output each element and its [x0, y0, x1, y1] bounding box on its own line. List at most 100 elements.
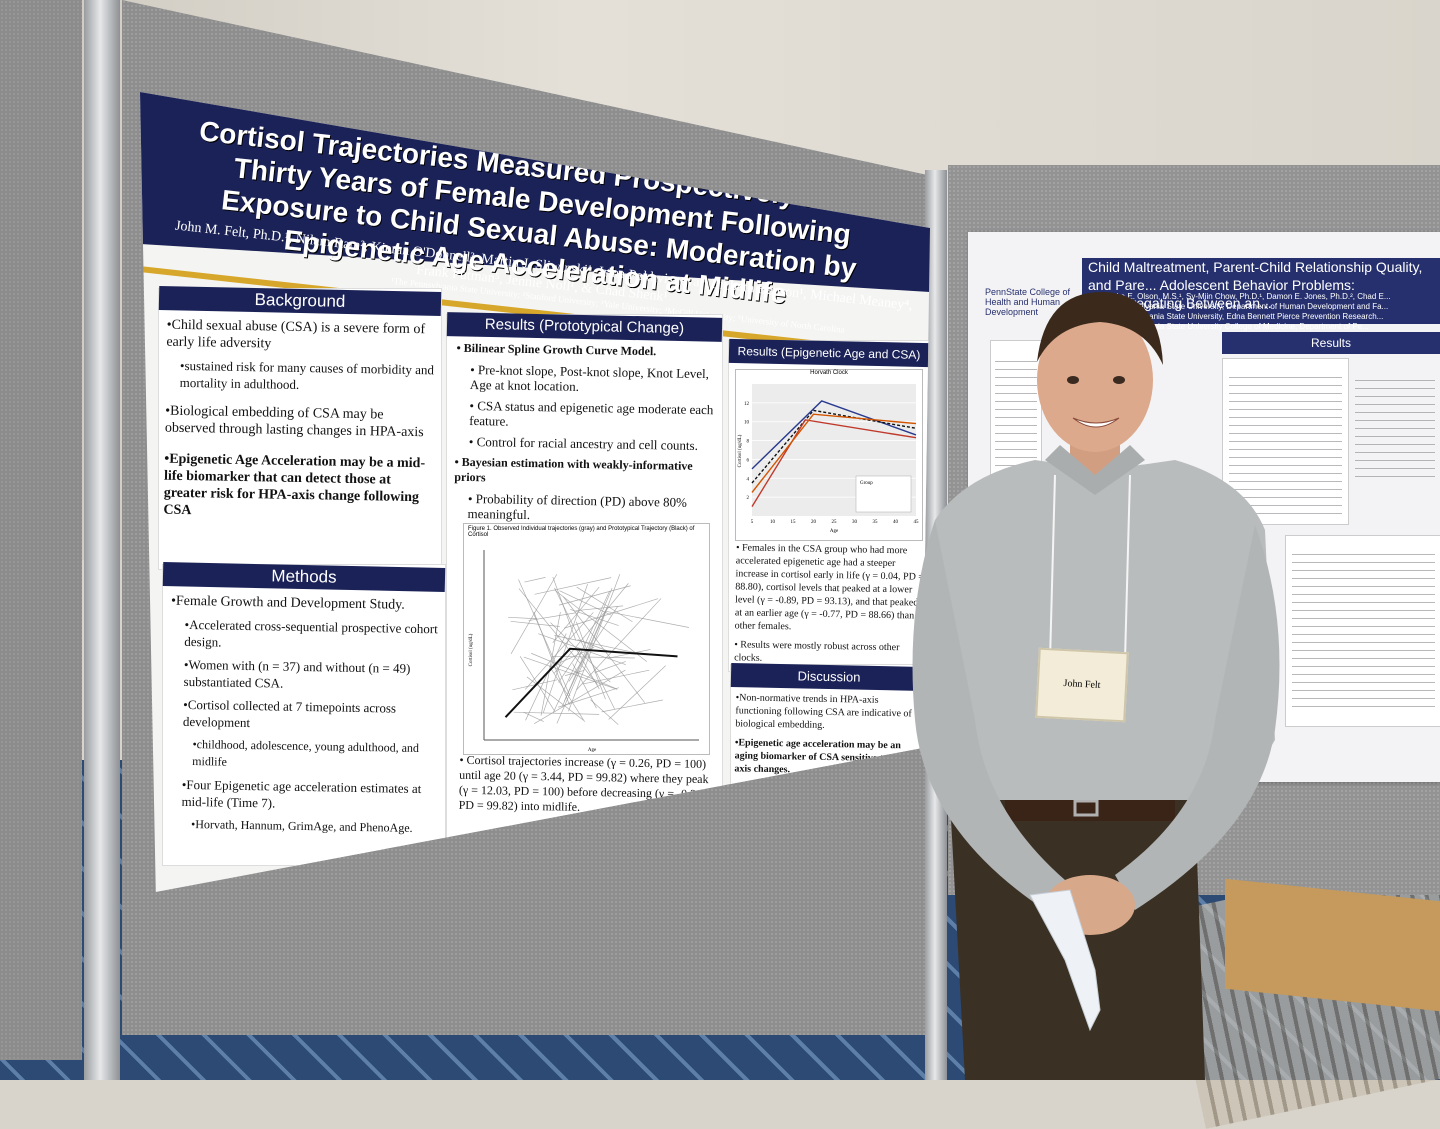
left-arm: [912, 520, 1065, 910]
individual-trajectory: [534, 577, 612, 595]
face-mask: [1029, 889, 1101, 1032]
results-prototypical-body: • Bilinear Spline Growth Curve Model. • …: [445, 337, 723, 536]
legend-box: [855, 475, 912, 513]
face: [1037, 308, 1153, 452]
discussion-item: •Non-normative trends in HPA-axis functi…: [735, 692, 912, 731]
methods-item: •Four Epigenetic age acceleration estima…: [181, 776, 422, 811]
individual-trajectory: [540, 612, 561, 716]
series-line: [751, 409, 917, 484]
series-line: [751, 400, 917, 470]
methods-item: •Accelerated cross-sequential prospectiv…: [184, 616, 438, 650]
individual-trajectory: [531, 652, 617, 690]
individual-trajectory: [524, 577, 546, 583]
individual-trajectory: [510, 620, 560, 627]
x-tick-label: 45: [914, 520, 920, 525]
right-poster-results-heading: Results: [1222, 332, 1440, 354]
background-item: •sustained risk for many causes of morbi…: [179, 357, 435, 392]
individual-trajectory: [542, 583, 588, 713]
right-poster-author-line: Anneke E. Olson, M.S.¹, Sy-Miin Chow, Ph…: [1098, 292, 1391, 301]
methods-item: •Horvath, Hannum, GrimAge, and PhenoAge.: [191, 817, 413, 835]
main-poster: Cortisol Trajectories Measured Prospecti…: [140, 92, 930, 892]
y-tick-label: 6: [747, 458, 750, 463]
right-poster-results-text: [1355, 380, 1435, 480]
results-epigenetic-item: • Females in the CSA group who had more …: [734, 542, 925, 633]
collar: [1045, 445, 1145, 495]
figure-2: Horvath Clock 2 4 6 8 10 12 5 10 15 20 25 30 35 40 45 G…: [735, 369, 923, 541]
right-eye: [1113, 376, 1125, 384]
results-item: • Control for racial ancestry and cell c…: [468, 433, 699, 453]
individual-trajectory: [533, 669, 626, 725]
series-line: [751, 419, 917, 507]
legend-title: Group: [860, 481, 873, 486]
individual-trajectory: [523, 712, 544, 722]
hair: [1037, 291, 1163, 365]
methods-section: Methods •Female Growth and Development S…: [161, 562, 447, 866]
individual-trajectory: [554, 587, 615, 710]
name-badge: John Felt: [1035, 647, 1129, 723]
individual-trajectory: [552, 591, 610, 714]
right-poster-table: [1285, 535, 1440, 727]
individual-trajectory: [594, 661, 626, 673]
methods-item: •childhood, adolescence, young adulthood…: [192, 737, 420, 769]
individual-trajectory: [508, 616, 538, 620]
individual-trajectory: [513, 711, 600, 715]
series-line: [751, 413, 917, 493]
belt-buckle: [1073, 799, 1099, 817]
y-tick-label: 10: [744, 421, 750, 426]
pole-left: [84, 0, 120, 1080]
individual-trajectory: [605, 610, 689, 628]
right-poster-authors: Anneke E. Olson, M.S.¹, Sy-Miin Chow, Ph…: [1098, 292, 1438, 332]
x-tick-label: 5: [751, 520, 754, 525]
figure-2-xlabel: Age: [830, 529, 839, 534]
individual-trajectory: [563, 607, 608, 702]
individual-trajectory: [568, 574, 621, 712]
display-panel-left: [0, 0, 82, 1060]
individual-trajectory: [510, 574, 558, 655]
individual-trajectory: [572, 663, 597, 709]
figure-1: Figure 1. Observed Individual trajectori…: [463, 523, 710, 755]
x-tick-label: 15: [791, 520, 797, 525]
individual-trajectory: [528, 612, 577, 621]
figure-2-plot: 2 4 6 8 10 12 5 10 15 20 25 30 35 40 45 Group Cortisol (…: [738, 384, 920, 534]
results-epigenetic-body: • Females in the CSA group who had more …: [734, 541, 928, 673]
individual-trajectory: [553, 583, 629, 674]
methods-item: •Women with (n = 37) and without (n = 49…: [183, 656, 411, 691]
individual-trajectory: [552, 576, 577, 641]
individual-trajectory: [548, 665, 584, 721]
x-tick-label: 40: [893, 520, 899, 525]
y-tick-label: 4: [747, 477, 750, 482]
results-item: • CSA status and epigenetic age moderate…: [469, 397, 714, 429]
shirt: [915, 460, 1275, 800]
results-item: • Pre-knot slope, Post-knot slope, Knot …: [469, 361, 710, 394]
results-item: • Bayesian estimation with weakly-inform…: [454, 454, 693, 485]
pennstate-logo: PennState College of Health and Human De…: [985, 287, 1071, 317]
background-body: •Child sexual abuse (CSA) is a severe fo…: [157, 311, 443, 536]
right-poster-affiliation: ³The Pennsylvania State University Colle…: [1098, 322, 1369, 331]
y-tick-label: 2: [747, 496, 750, 501]
individual-trajectory: [525, 612, 594, 690]
individual-trajectory: [558, 650, 581, 683]
individual-trajectory: [563, 598, 659, 629]
results-epigenetic-section: Results (Epigenetic Age and CSA) Horvath…: [728, 338, 930, 673]
x-tick-label: 30: [852, 520, 858, 525]
individual-trajectory: [525, 633, 567, 721]
individual-trajectory: [556, 609, 607, 724]
background-section: Background •Child sexual abuse (CSA) is …: [157, 286, 443, 570]
right-arm: [1115, 525, 1280, 910]
results-item: • Probability of direction (PD) above 80…: [467, 490, 688, 523]
figure-1-caption: Figure 1. Observed Individual trajectori…: [468, 526, 695, 538]
background-item: •Child sexual abuse (CSA) is a severe fo…: [166, 317, 426, 352]
individual-trajectory: [576, 586, 633, 623]
x-tick-label: 25: [832, 520, 838, 525]
figure-1-ylabel: Cortisol (ug/dL): [469, 633, 474, 666]
methods-item: •Female Growth and Development Study.: [170, 593, 405, 613]
individual-trajectory: [565, 670, 585, 676]
prototypical-trajectory: [504, 647, 678, 718]
results-prototypical-section: Results (Prototypical Change) • Bilinear…: [445, 312, 723, 846]
y-tick-label: 12: [744, 402, 750, 407]
x-tick-label: 20: [811, 520, 817, 525]
methods-body: •Female Growth and Development Study. •A…: [161, 587, 447, 850]
individual-trajectory: [590, 699, 619, 725]
results-item: • Bilinear Spline Growth Curve Model.: [456, 340, 657, 359]
individual-trajectory: [558, 585, 631, 606]
